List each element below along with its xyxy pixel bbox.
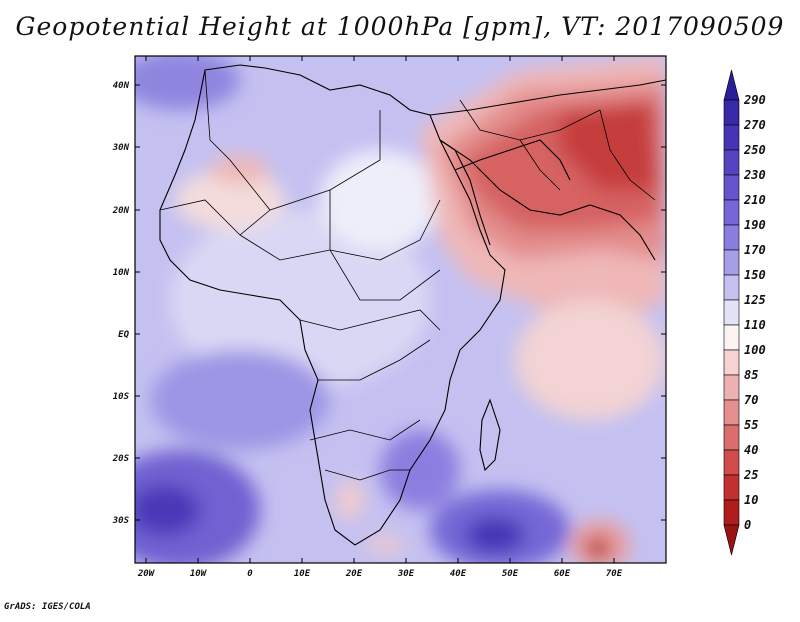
colorbar-swatch [723,149,740,176]
lat-label-10s: 10S [113,392,130,402]
colorbar-swatch [723,224,740,251]
map-frame [134,55,667,564]
colorbar-swatch [723,499,740,526]
colorbar-label: 170 [744,243,766,257]
lat-label-eq: EQ [118,330,129,340]
colorbar-label: 110 [744,318,766,332]
colorbar-swatch [723,449,740,476]
lat-label-30n: 30N [112,143,130,153]
colorbar-swatch [723,249,740,276]
colorbar-label: 270 [743,118,766,132]
colorbar-label: 55 [744,418,758,432]
colorbar-label: 290 [743,93,766,107]
map-title: Geopotential Height at 1000hPa [gpm], VT… [15,12,785,41]
colorbar-label: 85 [744,368,758,382]
height-field [135,56,666,563]
colorbar-swatch [723,274,740,301]
colorbar-swatch [723,524,740,556]
lat-label-30s: 30S [112,516,130,526]
colorbar-swatch [723,174,740,201]
lon-label-10w: 10W [190,569,208,579]
colorbar-swatch [723,199,740,226]
colorbar-label: 100 [744,343,766,357]
colorbar-label: 210 [743,193,766,207]
colorbar-label: 190 [744,218,766,232]
lon-label-30e: 30E [397,569,415,579]
colorbar-swatch [723,349,740,376]
lat-label-20s: 20S [112,454,130,464]
colorbar-label: 125 [744,293,766,307]
colorbar-swatch [723,69,740,101]
lon-label-10e: 10E [294,569,311,579]
lon-label-60e: 60E [554,569,571,579]
colorbar-label: 25 [743,468,758,482]
colorbar-swatch [723,299,740,326]
colorbar-swatch [723,124,740,151]
colorbar-label: 150 [744,268,766,282]
lon-label-20w: 20W [137,569,156,579]
colorbar-label: 0 [744,518,751,532]
lat-label-20n: 20N [112,206,130,216]
lat-label-10n: 10N [113,268,130,278]
colorbar-label: 70 [744,393,758,407]
lon-label-40e: 40E [450,569,467,579]
colorbar-swatch [723,424,740,451]
colorbar: 2902702502302101901701501251101008570554… [723,69,766,556]
country-borders [159,69,656,481]
colorbar-label: 230 [743,168,766,182]
colorbar-swatch [723,374,740,401]
colorbar-label: 250 [743,143,766,157]
colorbar-label: 10 [744,493,758,507]
coastlines [159,64,666,546]
colorbar-swatch [723,324,740,351]
lon-label-0: 0 [247,569,253,579]
lon-label-20e: 20E [345,569,363,579]
colorbar-swatch [723,474,740,501]
lon-label-70e: 70E [606,569,623,579]
lon-label-50e: 50E [502,569,519,579]
colorbar-swatch [723,399,740,426]
footer-credit: GrADS: IGES/COLA [4,602,91,612]
colorbar-label: 40 [744,443,758,457]
lat-label-40n: 40N [113,81,130,91]
colorbar-swatch [723,99,740,126]
